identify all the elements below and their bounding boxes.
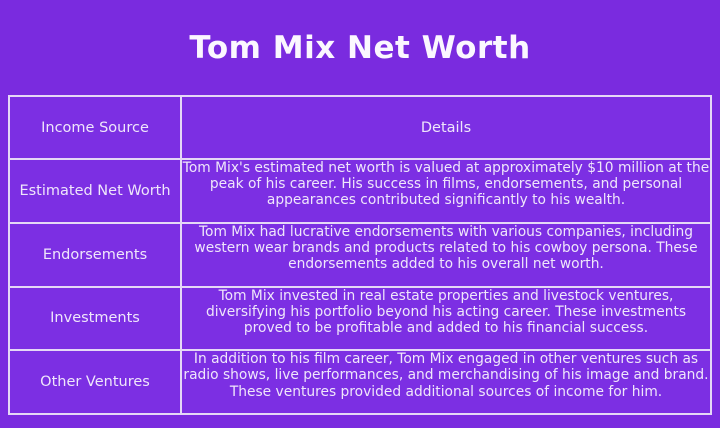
row-details-endorsements: Tom Mix had lucrative endorsements with … bbox=[180, 221, 712, 288]
table-header-row: Income Source Details bbox=[8, 95, 712, 160]
table-row: Other Ventures In addition to his film c… bbox=[8, 349, 712, 415]
table-row: Estimated Net Worth Tom Mix's estimated … bbox=[8, 158, 712, 224]
title-bar: Tom Mix Net Worth bbox=[0, 0, 720, 95]
page-title: Tom Mix Net Worth bbox=[189, 29, 531, 66]
row-label-endorsements: Endorsements bbox=[8, 221, 182, 288]
row-label-other-ventures: Other Ventures bbox=[8, 349, 182, 415]
row-details-other-ventures: In addition to his film career, Tom Mix … bbox=[180, 349, 712, 415]
net-worth-table: Income Source Details Estimated Net Wort… bbox=[8, 95, 712, 415]
column-header-income-source: Income Source bbox=[8, 95, 182, 160]
column-header-details: Details bbox=[180, 95, 712, 160]
row-label-investments: Investments bbox=[8, 285, 182, 352]
row-label-estimated-net-worth: Estimated Net Worth bbox=[8, 158, 182, 224]
row-details-investments: Tom Mix invested in real estate properti… bbox=[180, 285, 712, 352]
table-container: Income Source Details Estimated Net Wort… bbox=[8, 95, 712, 415]
row-details-estimated-net-worth: Tom Mix's estimated net worth is valued … bbox=[180, 158, 712, 224]
table-row: Investments Tom Mix invested in real est… bbox=[8, 285, 712, 352]
table-row: Endorsements Tom Mix had lucrative endor… bbox=[8, 221, 712, 288]
